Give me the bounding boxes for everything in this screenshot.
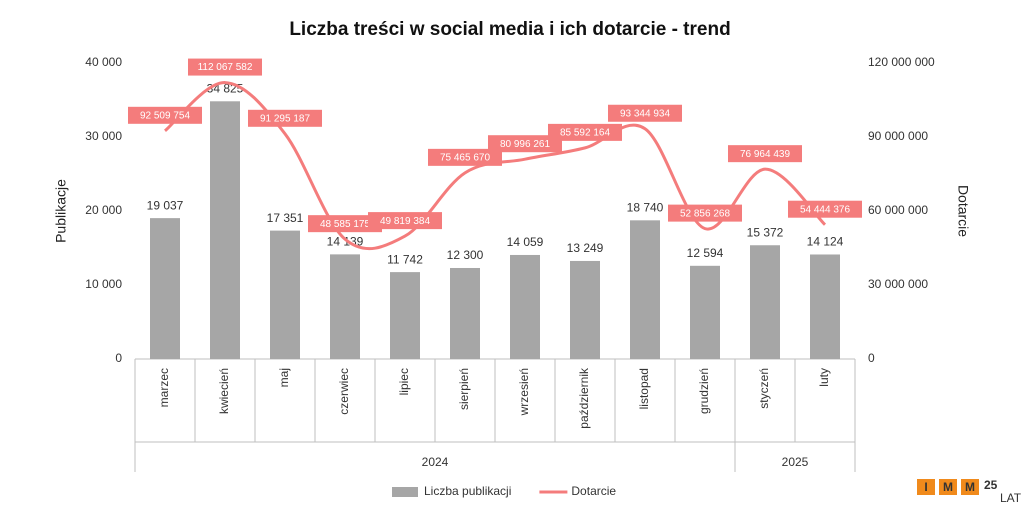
bar-value-label: 12 300 [447, 248, 484, 262]
bar-value-label: 19 037 [147, 198, 184, 212]
bar [390, 272, 420, 359]
bar [150, 218, 180, 359]
line-value-label: 52 856 268 [680, 208, 730, 219]
bar [690, 265, 720, 359]
logo-number: 25 [984, 478, 998, 492]
logo-suffix: LAT [1000, 491, 1022, 505]
y-axis-label: Publikacje [53, 179, 69, 243]
bar-value-label: 11 742 [387, 252, 423, 266]
bar [210, 101, 240, 360]
line-value-label: 91 295 187 [260, 113, 310, 124]
bar-value-label: 12 594 [687, 246, 724, 260]
group-label: 2025 [782, 455, 809, 469]
legend-label: Dotarcie [571, 484, 616, 498]
y2-axis-label: Dotarcie [955, 185, 971, 237]
logo-box [939, 479, 957, 495]
bar-value-label: 17 351 [267, 211, 304, 225]
line-label-box [668, 204, 742, 222]
yticks-label: 40 000 [85, 55, 122, 69]
line-label-box [608, 104, 682, 122]
bar [750, 245, 780, 359]
bar [330, 254, 360, 359]
line-label-box [128, 106, 202, 124]
line-value-label: 49 819 384 [380, 216, 430, 227]
line-value-label: 76 964 439 [740, 149, 790, 160]
x-tick-label: sierpień [457, 368, 471, 410]
x-tick-label: wrzesień [517, 368, 531, 416]
line-value-label: 93 344 934 [620, 108, 670, 119]
line-label-box [788, 200, 862, 218]
logo-letter: M [943, 480, 953, 494]
legend-label: Liczba publikacji [424, 484, 511, 498]
line-value-label: 85 592 164 [560, 128, 610, 139]
line-label-box [728, 145, 802, 163]
line-value-label: 75 465 670 [440, 152, 490, 163]
y2ticks-label: 60 000 000 [868, 203, 928, 217]
y2ticks-label: 120 000 000 [868, 55, 935, 69]
bar [570, 260, 600, 359]
line-label-box [548, 123, 622, 141]
logo-letter: M [965, 480, 975, 494]
bar-value-label: 15 372 [747, 225, 784, 239]
x-tick-label: czerwiec [337, 368, 351, 415]
chart-title: Liczba treści w social media i ich dotar… [289, 19, 730, 40]
yticks-label: 20 000 [85, 203, 122, 217]
logo-box [961, 479, 979, 495]
x-tick-label: październik [577, 367, 591, 429]
yticks-label: 10 000 [85, 277, 122, 291]
line-label-box [308, 215, 382, 233]
bar-value-label: 18 740 [627, 200, 664, 214]
x-tick-label: luty [817, 368, 831, 387]
line-label-box [488, 135, 562, 153]
yticks-label: 0 [115, 351, 122, 365]
line-value-label: 112 067 582 [198, 62, 253, 73]
line-value-label: 54 444 376 [800, 204, 850, 215]
bar [630, 220, 660, 359]
x-tick-label: maj [277, 368, 291, 387]
line-label-box [428, 148, 502, 166]
x-tick-label: marzec [157, 368, 171, 407]
line-label-box [248, 109, 322, 127]
legend-swatch [392, 487, 418, 497]
line-label-box [368, 212, 442, 230]
y2ticks-label: 0 [868, 351, 875, 365]
y2ticks-label: 30 000 000 [868, 277, 928, 291]
line-value-label: 48 585 175 [320, 219, 370, 230]
x-tick-label: styczeń [757, 368, 771, 409]
x-tick-label: grudzień [697, 368, 711, 414]
bar [270, 230, 300, 359]
line-value-label: 92 509 754 [140, 110, 190, 121]
y2ticks-label: 90 000 000 [868, 129, 928, 143]
x-tick-label: kwiecień [217, 368, 231, 414]
bar-value-label: 14 124 [807, 235, 844, 249]
bar-value-label: 13 249 [567, 241, 604, 255]
logo-letter: I [924, 480, 927, 494]
bar [510, 254, 540, 359]
line-label-box [188, 58, 262, 76]
yticks-label: 30 000 [85, 129, 122, 143]
bar [810, 254, 840, 359]
logo-box [917, 479, 935, 495]
line-labels: 92 509 754 112 067 582 91 295 187 48 585 17… [128, 58, 862, 233]
bar-value-label: 14 059 [507, 235, 544, 249]
x-tick-label: listopad [637, 368, 651, 409]
line-value-label: 80 996 261 [500, 139, 550, 150]
group-label: 2024 [422, 455, 449, 469]
x-tick-label: lipiec [397, 368, 411, 395]
bar [450, 267, 480, 359]
